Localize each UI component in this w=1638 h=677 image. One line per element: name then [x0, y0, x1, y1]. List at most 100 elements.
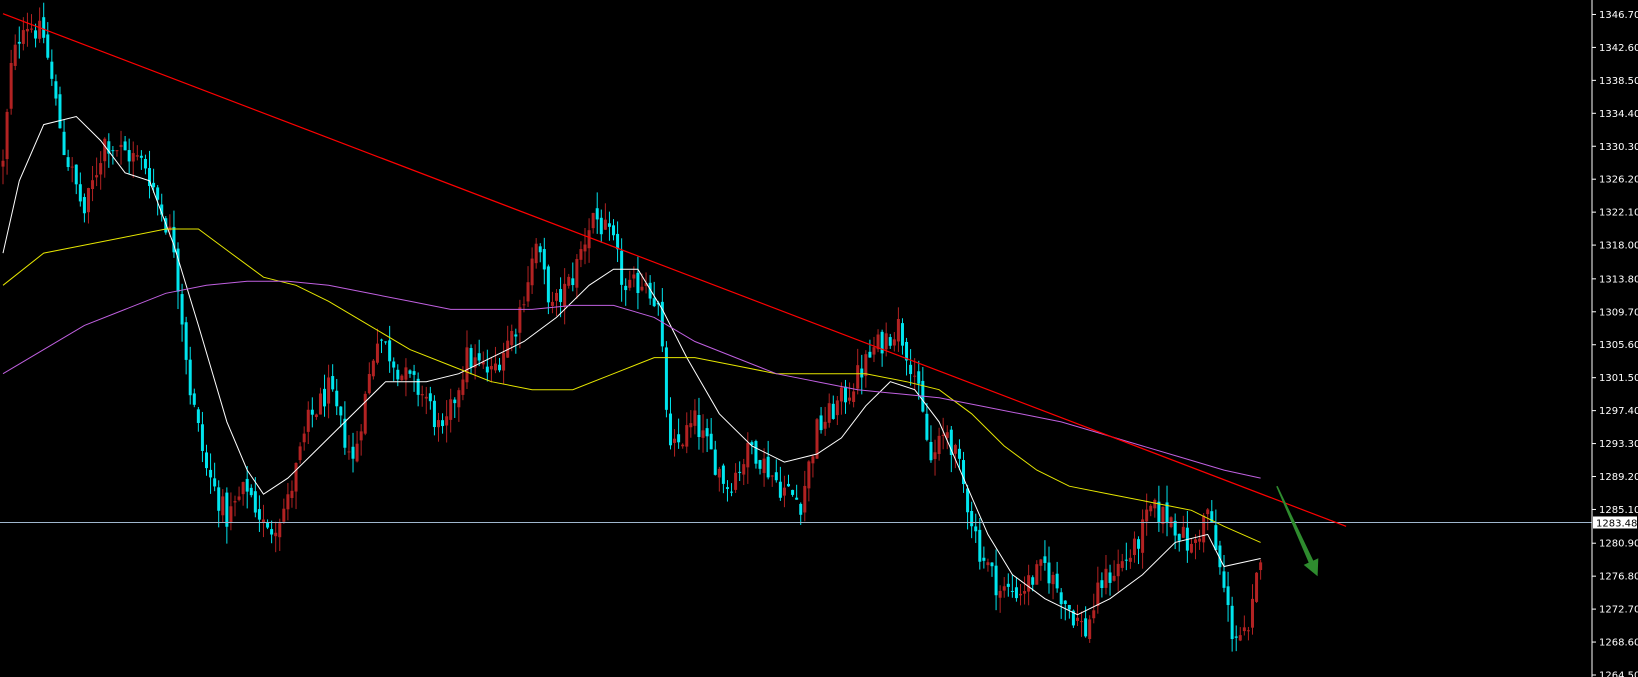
candle-body — [388, 340, 392, 362]
candle-body — [1055, 573, 1059, 589]
candle-body — [538, 246, 542, 253]
candle-body — [143, 158, 147, 169]
candle-body — [937, 435, 941, 454]
candle-body — [872, 347, 876, 355]
candle-body — [428, 393, 432, 402]
candle-body — [1092, 610, 1096, 619]
price-tick-label: 1285.10 — [1599, 505, 1638, 516]
candle-body — [884, 333, 888, 350]
candle-body — [1189, 543, 1193, 553]
candle-body — [685, 425, 689, 447]
candle-body — [314, 414, 318, 418]
candle-body — [795, 497, 799, 500]
candle-body — [241, 482, 245, 495]
candle-body — [1234, 636, 1238, 638]
candle-body — [1173, 520, 1177, 536]
candle-body — [689, 423, 693, 428]
candle-body — [799, 503, 803, 515]
candle-body — [1206, 509, 1210, 515]
price-tick-label: 1305.60 — [1599, 340, 1638, 351]
candle-body — [945, 432, 949, 438]
price-tick-label: 1334.40 — [1599, 109, 1638, 120]
candle-body — [1104, 568, 1108, 588]
candle-body — [1132, 538, 1136, 556]
candle-body — [213, 478, 217, 487]
candle-body — [1242, 627, 1246, 632]
price-tick-label: 1293.30 — [1599, 439, 1638, 450]
candle-body — [1157, 501, 1161, 523]
candle-body — [990, 562, 994, 567]
candle-body — [668, 413, 672, 446]
candle-body — [839, 387, 843, 402]
candle-body — [742, 464, 746, 475]
candle-body — [221, 496, 225, 516]
candle-body — [123, 141, 127, 151]
candle-body — [82, 197, 86, 214]
candle-body — [1226, 586, 1230, 606]
candle-body — [176, 248, 180, 292]
candle-body — [1051, 574, 1055, 585]
candle-body — [1181, 526, 1185, 538]
candle-body — [957, 448, 961, 459]
resistance-trendline — [2, 13, 1347, 527]
candle-body — [1238, 635, 1242, 641]
candle-body — [835, 400, 839, 416]
candle-body — [172, 226, 176, 253]
candle-body — [852, 391, 856, 403]
candle-body — [905, 341, 909, 361]
candle-body — [730, 491, 734, 493]
candle-body — [522, 304, 526, 306]
candle-body — [225, 492, 229, 527]
candle-body — [1067, 604, 1071, 610]
candle-body — [831, 403, 835, 419]
candle-body — [245, 478, 249, 492]
price-tick-label: 1346.70 — [1599, 10, 1638, 21]
candle-body — [457, 390, 461, 408]
candle-body — [416, 378, 420, 395]
candle-body — [697, 415, 701, 438]
candle-body — [1039, 559, 1043, 566]
price-tick-label: 1318.00 — [1599, 241, 1638, 252]
candle-body — [310, 409, 314, 415]
candle-body — [787, 483, 791, 487]
candle-body — [1202, 515, 1206, 543]
ma-mid-line — [2, 228, 1261, 543]
candle-body — [461, 379, 465, 395]
candle-body — [876, 334, 880, 350]
candle-body — [209, 469, 213, 478]
candle-body — [815, 419, 819, 459]
candle-body — [294, 463, 298, 492]
candle-body — [261, 519, 265, 523]
candle-body — [270, 529, 274, 535]
candle-body — [111, 150, 115, 152]
candle-body — [725, 487, 729, 489]
candle-body — [502, 352, 506, 371]
candle-body — [595, 208, 599, 220]
candle-body — [367, 374, 371, 394]
candle-body — [929, 441, 933, 461]
candle-body — [1100, 580, 1104, 588]
candle-body — [13, 44, 17, 66]
candle-body — [754, 441, 758, 464]
candle-body — [164, 218, 168, 233]
candle-body — [355, 443, 359, 462]
candle-body — [774, 472, 778, 481]
candle-body — [896, 319, 900, 342]
candle-body — [1019, 593, 1022, 596]
candle-body — [1246, 630, 1250, 632]
candle-body — [441, 420, 445, 427]
candle-body — [1145, 509, 1149, 522]
candle-body — [1075, 617, 1079, 621]
overlays-layer — [0, 13, 1592, 577]
candle-body — [432, 400, 436, 428]
candle-body — [913, 375, 917, 377]
candle-body — [306, 409, 310, 432]
candle-body — [624, 285, 628, 291]
candle-body — [465, 347, 469, 383]
candle-body — [298, 446, 302, 461]
candle-body — [1096, 582, 1100, 607]
candle-body — [998, 590, 1002, 598]
candle-body — [868, 351, 872, 358]
candle-body — [290, 490, 294, 498]
candle-body — [1198, 538, 1202, 542]
